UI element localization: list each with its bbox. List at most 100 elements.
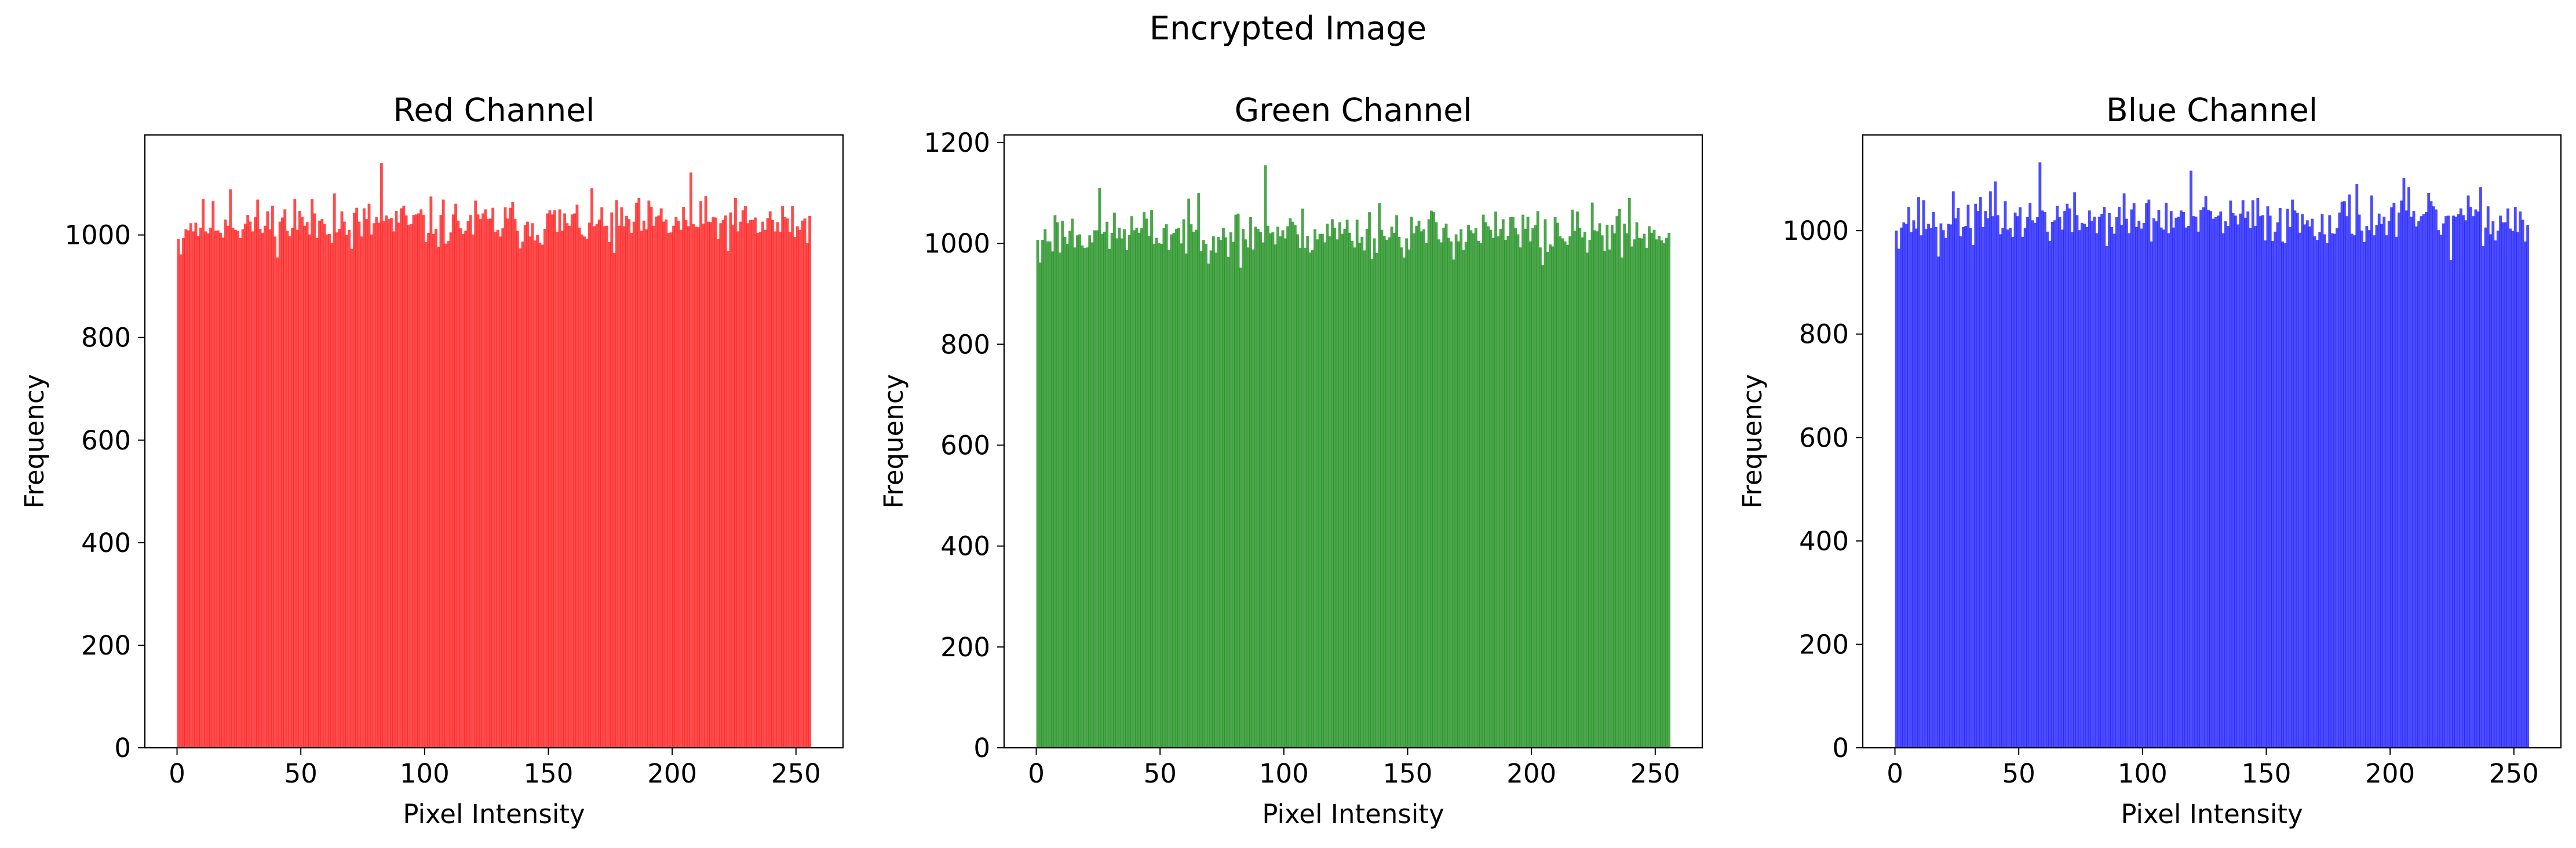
histogram-bar <box>2115 217 2118 748</box>
histogram-bar <box>543 229 546 748</box>
histogram-bar <box>1199 251 1203 748</box>
histogram-bar <box>776 222 779 748</box>
histogram-bar <box>325 234 329 748</box>
histogram-bar <box>246 215 250 748</box>
histogram-bar <box>2429 201 2433 748</box>
y-tick-label: 0 <box>973 733 990 763</box>
histogram-bar <box>702 224 705 748</box>
histogram-bar <box>1075 235 1079 748</box>
histogram-bar <box>2075 215 2079 748</box>
histogram-bar <box>1053 215 1057 748</box>
histogram-bar <box>2345 216 2349 748</box>
histogram-bar <box>773 231 777 748</box>
histogram-bar <box>1528 241 1532 748</box>
histogram-bar <box>2224 221 2227 748</box>
y-axis-label: Frequency <box>878 374 909 509</box>
histogram-bar <box>764 229 767 748</box>
histogram-bar <box>264 225 267 748</box>
histogram-bar <box>659 208 663 748</box>
histogram-bar <box>2199 210 2203 748</box>
histogram-bar <box>474 200 477 748</box>
histogram-bar <box>1499 228 1502 748</box>
histogram-bar <box>2526 225 2530 748</box>
histogram-bar <box>236 231 239 748</box>
histogram-bar <box>1353 247 1356 748</box>
histogram-bar <box>194 222 198 748</box>
histogram-bar <box>669 232 673 748</box>
histogram-bar <box>2494 240 2497 748</box>
histogram-bar <box>363 208 366 748</box>
histogram-bar <box>1348 232 1351 748</box>
histogram-bar <box>714 217 717 748</box>
histogram-bar <box>1358 243 1361 748</box>
histogram-bar <box>788 232 791 748</box>
y-tick-label: 1200 <box>924 127 990 158</box>
histogram-bar <box>1432 212 1436 748</box>
histogram-bar <box>1130 216 1133 748</box>
histogram-bar <box>805 243 809 748</box>
histogram-bar <box>2509 228 2512 748</box>
histogram-bar <box>1407 249 1411 748</box>
histogram-bar <box>1902 222 1906 748</box>
histogram-bar <box>350 248 353 748</box>
histogram-bar <box>1417 221 1421 748</box>
histogram-bar <box>342 221 346 748</box>
histogram-bar <box>1375 253 1378 748</box>
histogram-bar <box>721 220 725 748</box>
histogram-bar <box>1665 237 1668 748</box>
histogram-bar <box>457 220 460 748</box>
histogram-bars <box>1036 165 1671 748</box>
histogram-bar <box>711 217 715 748</box>
histogram-bar <box>2402 178 2406 748</box>
histogram-bar <box>1336 239 1339 748</box>
histogram-bar <box>1658 236 1661 748</box>
histogram-bar <box>803 218 807 748</box>
histogram-bar <box>295 229 299 748</box>
histogram-bar <box>1521 214 1524 748</box>
histogram-bar <box>432 233 435 748</box>
histogram-bar <box>1991 216 1995 748</box>
x-axis-label: Pixel Intensity <box>1262 799 1444 829</box>
histogram-bar <box>2187 226 2190 748</box>
histogram-bar <box>1655 239 1658 748</box>
histogram-bar <box>1167 250 1170 748</box>
histogram-bar <box>268 229 272 748</box>
x-tick-label: 0 <box>169 758 185 789</box>
histogram-bar <box>276 257 279 748</box>
histogram-bar <box>499 236 502 748</box>
histogram-bar <box>506 218 509 748</box>
histogram-bar <box>1177 228 1180 748</box>
histogram-bar <box>2392 202 2396 748</box>
histogram-bar <box>2083 224 2086 748</box>
histogram-bar <box>261 233 264 748</box>
histogram-bar <box>1373 238 1376 748</box>
histogram-bar <box>1961 226 1965 748</box>
histogram-bar <box>2120 225 2123 748</box>
histogram-bar <box>1907 207 1910 748</box>
histogram-bar <box>1174 228 1178 748</box>
histogram-bar <box>1147 236 1151 748</box>
histogram-bar <box>2167 233 2170 748</box>
histogram-bar <box>1571 209 1574 748</box>
histogram-bar <box>301 217 304 748</box>
histogram-bar <box>1581 237 1584 748</box>
histogram-bar <box>2060 229 2064 748</box>
y-tick-label: 600 <box>1799 422 1849 453</box>
histogram-bar <box>400 208 403 748</box>
histogram-bar <box>1598 223 1601 748</box>
histogram-bar <box>1586 252 1589 748</box>
histogram-bar <box>637 198 641 748</box>
histogram-bar <box>1944 237 1947 748</box>
histogram-bar <box>2311 218 2314 748</box>
y-tick-label: 600 <box>81 425 131 456</box>
histogram-bar <box>2459 208 2462 748</box>
histogram-bar <box>546 213 549 748</box>
histogram-bar <box>2179 210 2183 748</box>
histogram-bar <box>1647 226 1651 748</box>
histogram-bar <box>2182 212 2185 748</box>
histogram-bar <box>1180 243 1183 748</box>
x-axis-label: Pixel Intensity <box>403 799 585 829</box>
histogram-bar <box>323 224 326 748</box>
histogram-bar <box>2268 215 2272 748</box>
histogram-bar <box>736 231 740 748</box>
